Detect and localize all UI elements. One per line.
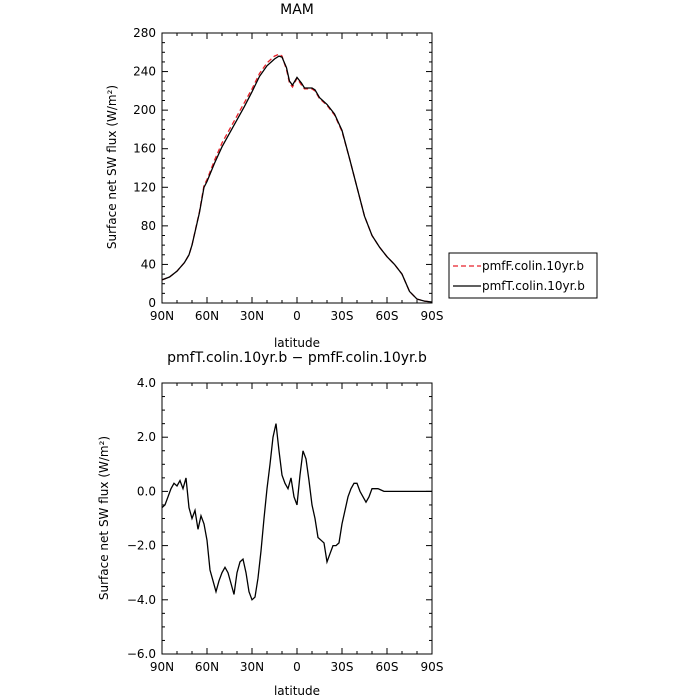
x-tick-label: 90S [421, 660, 444, 674]
top-y-axis-label: Surface net SW flux (W/m²) [105, 85, 119, 249]
series-line-difference [161, 423, 432, 601]
legend-label-pmfT: pmfT.colin.10yr.b [482, 279, 585, 293]
y-tick-label: 0.0 [137, 484, 156, 498]
series-line-pmfT [161, 55, 433, 303]
y-tick-label: 0 [148, 296, 156, 310]
y-tick-label: 40 [141, 257, 156, 271]
x-tick-label: 30N [240, 309, 264, 323]
y-tick-label: −4.0 [127, 593, 156, 607]
plot-frame [161, 32, 433, 304]
x-tick-label: 0 [293, 660, 301, 674]
y-tick-label: 4.0 [137, 376, 156, 390]
x-tick-label: 60S [376, 309, 399, 323]
series-line-pmfF [161, 53, 433, 303]
legend-box [448, 252, 598, 299]
top-plot-area: 0 40 80 120 160 200 240 280 90N 60N 30N 0 30S 60S 90S [133, 26, 443, 323]
x-tick-label: 30S [331, 660, 354, 674]
x-tick-label: 90N [150, 660, 174, 674]
bottom-chart-title: pmfT.colin.10yr.b − pmfF.colin.10yr.b [167, 350, 427, 366]
top-x-axis-label: latitude [274, 336, 320, 350]
y-tick-label: 280 [133, 26, 156, 40]
x-tick-label: 90N [150, 309, 174, 323]
y-tick-label: 2.0 [137, 430, 156, 444]
y-tick-label: 80 [141, 219, 156, 233]
y-tick-label: 160 [133, 142, 156, 156]
top-chart-title: MAM [280, 2, 314, 18]
top-panel: MAM Surface net SW flux (W/m²) latitude … [105, 2, 443, 350]
bottom-y-axis-label: Surface net SW flux (W/m²) [97, 436, 111, 600]
bottom-panel: pmfT.colin.10yr.b − pmfF.colin.10yr.b Su… [97, 350, 443, 698]
bottom-plot-area: −6.0 −4.0 −2.0 0.0 2.0 4.0 90N 60N 30N 0 30S 60S 90S [127, 376, 444, 674]
bottom-x-axis-label: latitude [274, 684, 320, 698]
legend-label-pmfF: pmfF.colin.10yr.b [482, 259, 584, 273]
x-tick-label: 60N [195, 660, 219, 674]
x-tick-label: 30N [240, 660, 264, 674]
x-tick-label: 90S [421, 309, 444, 323]
x-tick-label: 60S [376, 660, 399, 674]
x-tick-label: 60N [195, 309, 219, 323]
y-tick-label: −6.0 [127, 647, 156, 661]
legend: pmfF.colin.10yr.b pmfT.colin.10yr.b [448, 252, 598, 299]
y-tick-label: −2.0 [127, 539, 156, 553]
y-tick-label: 240 [133, 65, 156, 79]
x-tick-label: 0 [293, 309, 301, 323]
y-tick-label: 120 [133, 180, 156, 194]
x-tick-label: 30S [331, 309, 354, 323]
y-tick-label: 200 [133, 103, 156, 117]
